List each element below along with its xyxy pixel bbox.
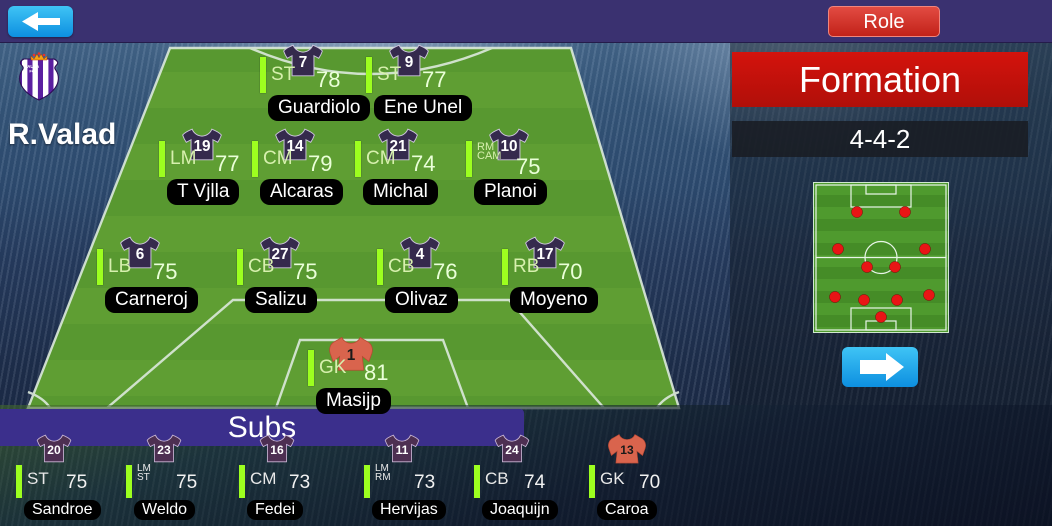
svg-text:20: 20 xyxy=(47,443,61,457)
svg-text:13: 13 xyxy=(620,443,634,457)
svg-text:FC: FC xyxy=(29,69,34,74)
svg-text:24: 24 xyxy=(505,443,519,457)
svg-text:7: 7 xyxy=(299,54,308,71)
svg-text:11: 11 xyxy=(396,443,409,457)
svg-text:10: 10 xyxy=(500,138,517,155)
svg-text:1: 1 xyxy=(347,347,356,364)
svg-text:16: 16 xyxy=(270,443,284,457)
svg-text:9: 9 xyxy=(405,54,414,71)
svg-text:4: 4 xyxy=(416,246,425,263)
svg-text:6: 6 xyxy=(136,246,145,263)
svg-text:23: 23 xyxy=(157,443,171,457)
